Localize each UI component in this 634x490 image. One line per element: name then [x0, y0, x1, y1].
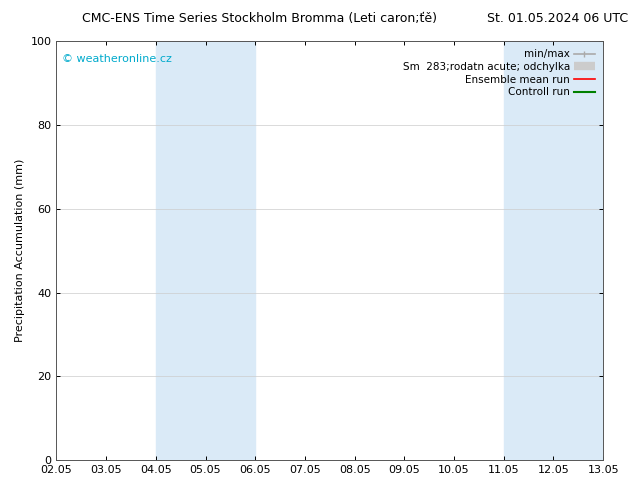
Legend: min/max, Sm  283;rodatn acute; odchylka, Ensemble mean run, Controll run: min/max, Sm 283;rodatn acute; odchylka, … — [399, 46, 598, 100]
Text: St. 01.05.2024 06 UTC: St. 01.05.2024 06 UTC — [486, 12, 628, 25]
Y-axis label: Precipitation Accumulation (mm): Precipitation Accumulation (mm) — [15, 159, 25, 343]
Bar — [156, 41, 256, 460]
Text: CMC-ENS Time Series Stockholm Bromma (Leti caron;ťě): CMC-ENS Time Series Stockholm Bromma (Le… — [82, 12, 437, 25]
Text: © weatheronline.cz: © weatheronline.cz — [62, 53, 172, 64]
Bar — [504, 41, 603, 460]
